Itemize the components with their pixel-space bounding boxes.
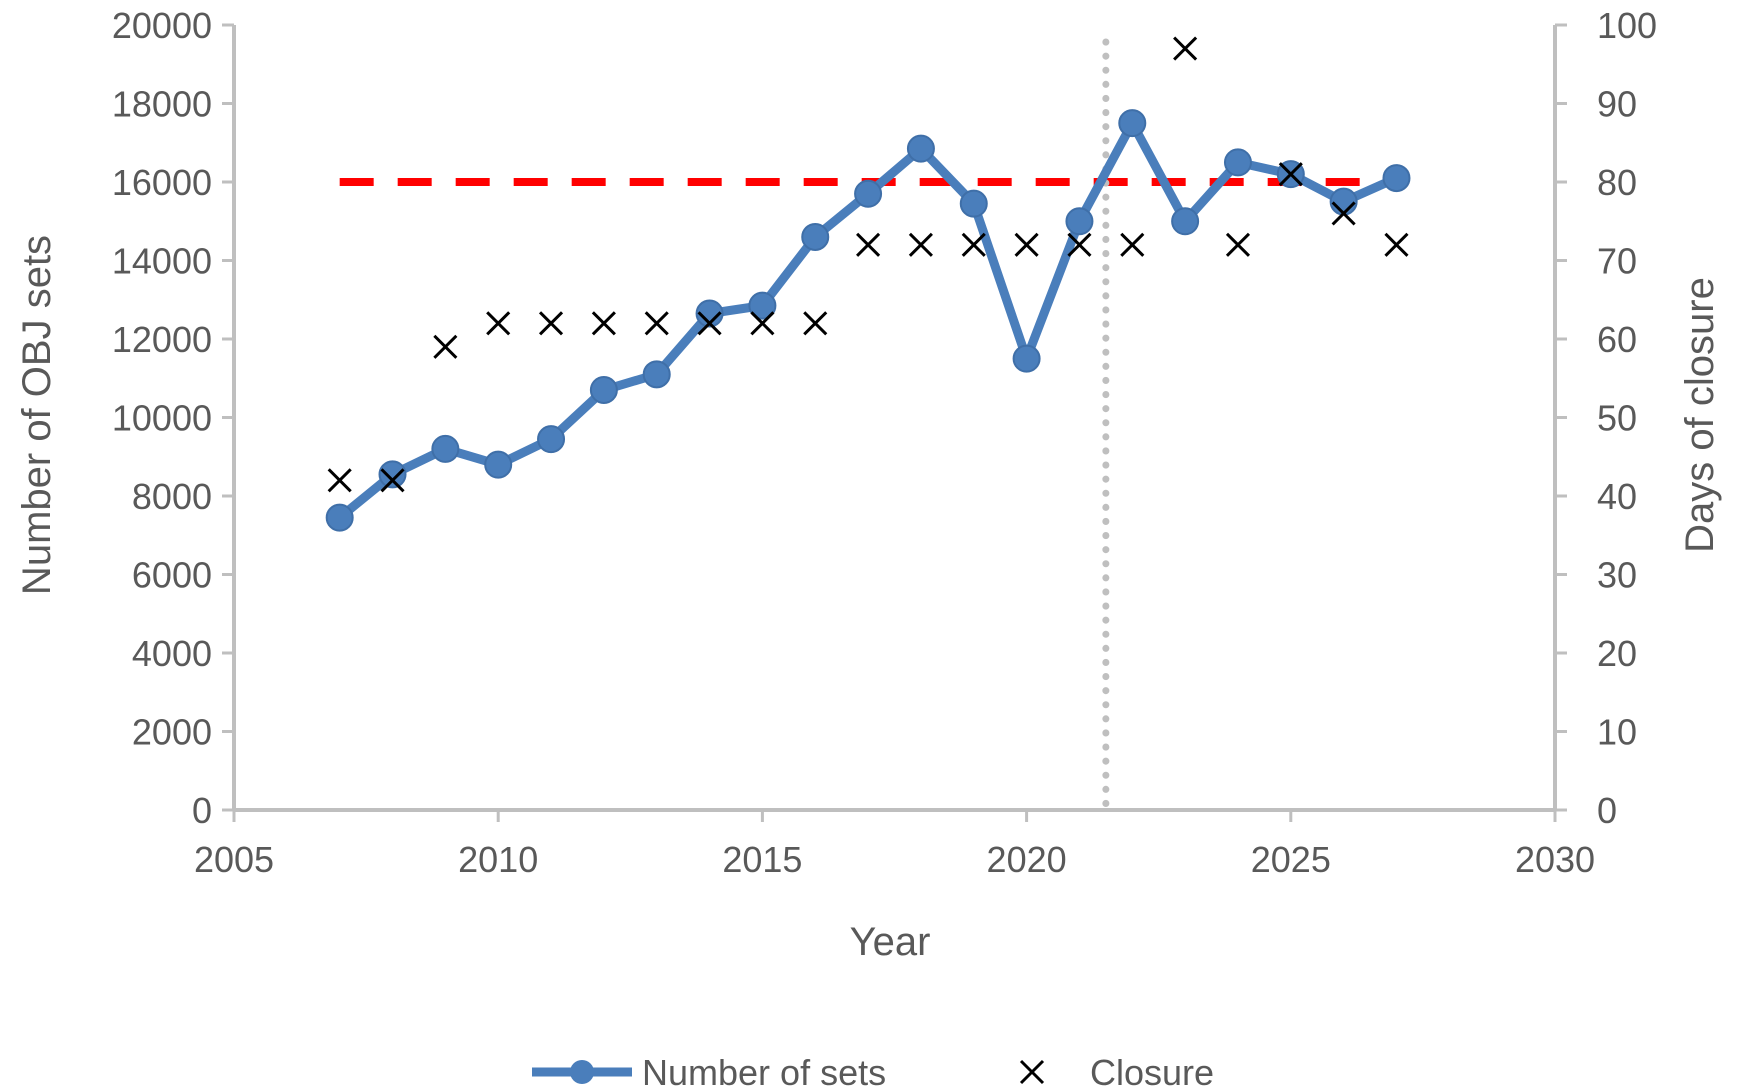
axis-titles: Year Number of OBJ sets Days of closure	[15, 235, 1722, 964]
closure-data-point	[856, 232, 881, 257]
sets-data-point	[1382, 164, 1411, 193]
closure-data-point	[1225, 232, 1251, 257]
y-axis-title: Number of OBJ sets	[15, 235, 59, 595]
closure-data-point	[1173, 36, 1198, 61]
legend-sets-label: Number of sets	[642, 1052, 886, 1091]
sets-data-point	[431, 434, 460, 463]
y-tick-label: 12000	[112, 319, 212, 360]
closure-data-point	[1331, 201, 1356, 226]
closure-data-point	[750, 311, 775, 336]
sets-data-point	[801, 222, 830, 251]
closure-data-point	[697, 311, 722, 336]
closure-data-point	[644, 311, 669, 336]
closure-data-point	[327, 468, 352, 493]
legend-closure-label: Closure	[1090, 1052, 1214, 1091]
y2-tick-label: 20	[1597, 633, 1637, 674]
legend-sets-marker	[570, 1060, 594, 1084]
closure-data-point	[1014, 232, 1039, 257]
closure-data-point	[1278, 162, 1303, 187]
sets-data-point	[959, 189, 988, 218]
sets-data-point	[484, 450, 513, 479]
y-tick-label: 0	[192, 790, 212, 831]
closure-data-point	[803, 311, 828, 336]
x-tick-label: 2020	[987, 839, 1067, 880]
sets-data-point	[378, 460, 407, 489]
y-tick-label: 18000	[112, 84, 212, 125]
series-layer	[325, 36, 1411, 532]
y-tick-label: 2000	[132, 712, 212, 753]
axes	[222, 23, 1567, 822]
y-tick-label: 8000	[132, 476, 212, 517]
closure-data-point	[961, 232, 986, 257]
x-tick-label: 2010	[458, 839, 538, 880]
y-tick-label: 20000	[112, 5, 212, 46]
y2-tick-label: 60	[1597, 319, 1637, 360]
y-tick-label: 4000	[132, 633, 212, 674]
y2-tick-label: 90	[1597, 84, 1637, 125]
sets-data-point	[1329, 187, 1358, 216]
x-tick-label: 2005	[194, 839, 274, 880]
sets-data-point	[1012, 344, 1041, 373]
closure-data-point	[486, 311, 511, 336]
legend-closure-marker	[1019, 1059, 1045, 1085]
sets-data-point	[1223, 148, 1252, 177]
x-tick-label: 2030	[1515, 839, 1595, 880]
sets-data-point	[325, 503, 354, 532]
sets-data-point	[906, 134, 935, 163]
x-axis-title: Year	[850, 920, 931, 964]
sets-data-point	[748, 291, 777, 320]
sets-data-point	[695, 299, 724, 328]
sets-data-point	[537, 425, 566, 454]
y2-tick-label: 10	[1597, 712, 1637, 753]
tick-labels: 0 2000 4000 6000 8000 10000 12000 14000 16000 180…	[112, 5, 1657, 880]
y-tick-label: 10000	[112, 398, 212, 439]
sets-data-point	[854, 179, 883, 208]
closure-data-point	[1067, 232, 1092, 257]
legend: Number of sets Closure	[532, 1052, 1214, 1091]
y2-axis-title: Days of closure	[1678, 277, 1722, 553]
x-tick-label: 2015	[722, 839, 802, 880]
y2-tick-label: 0	[1597, 790, 1617, 831]
closure-data-point	[1384, 232, 1409, 257]
sets-data-point	[1065, 207, 1094, 236]
closure-data-point	[1120, 232, 1145, 257]
y2-tick-label: 70	[1597, 241, 1637, 282]
closure-data-point	[538, 311, 564, 336]
y-tick-label: 16000	[112, 162, 212, 203]
y2-tick-label: 100	[1597, 5, 1657, 46]
y2-tick-label: 80	[1597, 162, 1637, 203]
closure-data-point	[908, 232, 933, 257]
sets-data-point	[642, 360, 671, 389]
sets-data-point	[1171, 207, 1200, 236]
sets-data-point	[1118, 109, 1147, 138]
x-tick-label: 2025	[1251, 839, 1331, 880]
y2-tick-label: 30	[1597, 555, 1637, 596]
closure-data-point	[433, 334, 458, 359]
y2-tick-label: 50	[1597, 398, 1637, 439]
closure-data-point	[380, 468, 405, 493]
sets-data-point	[589, 376, 618, 405]
closure-data-point	[591, 311, 616, 336]
y-tick-label: 6000	[132, 555, 212, 596]
y-tick-label: 14000	[112, 241, 212, 282]
y2-tick-label: 40	[1597, 476, 1637, 517]
